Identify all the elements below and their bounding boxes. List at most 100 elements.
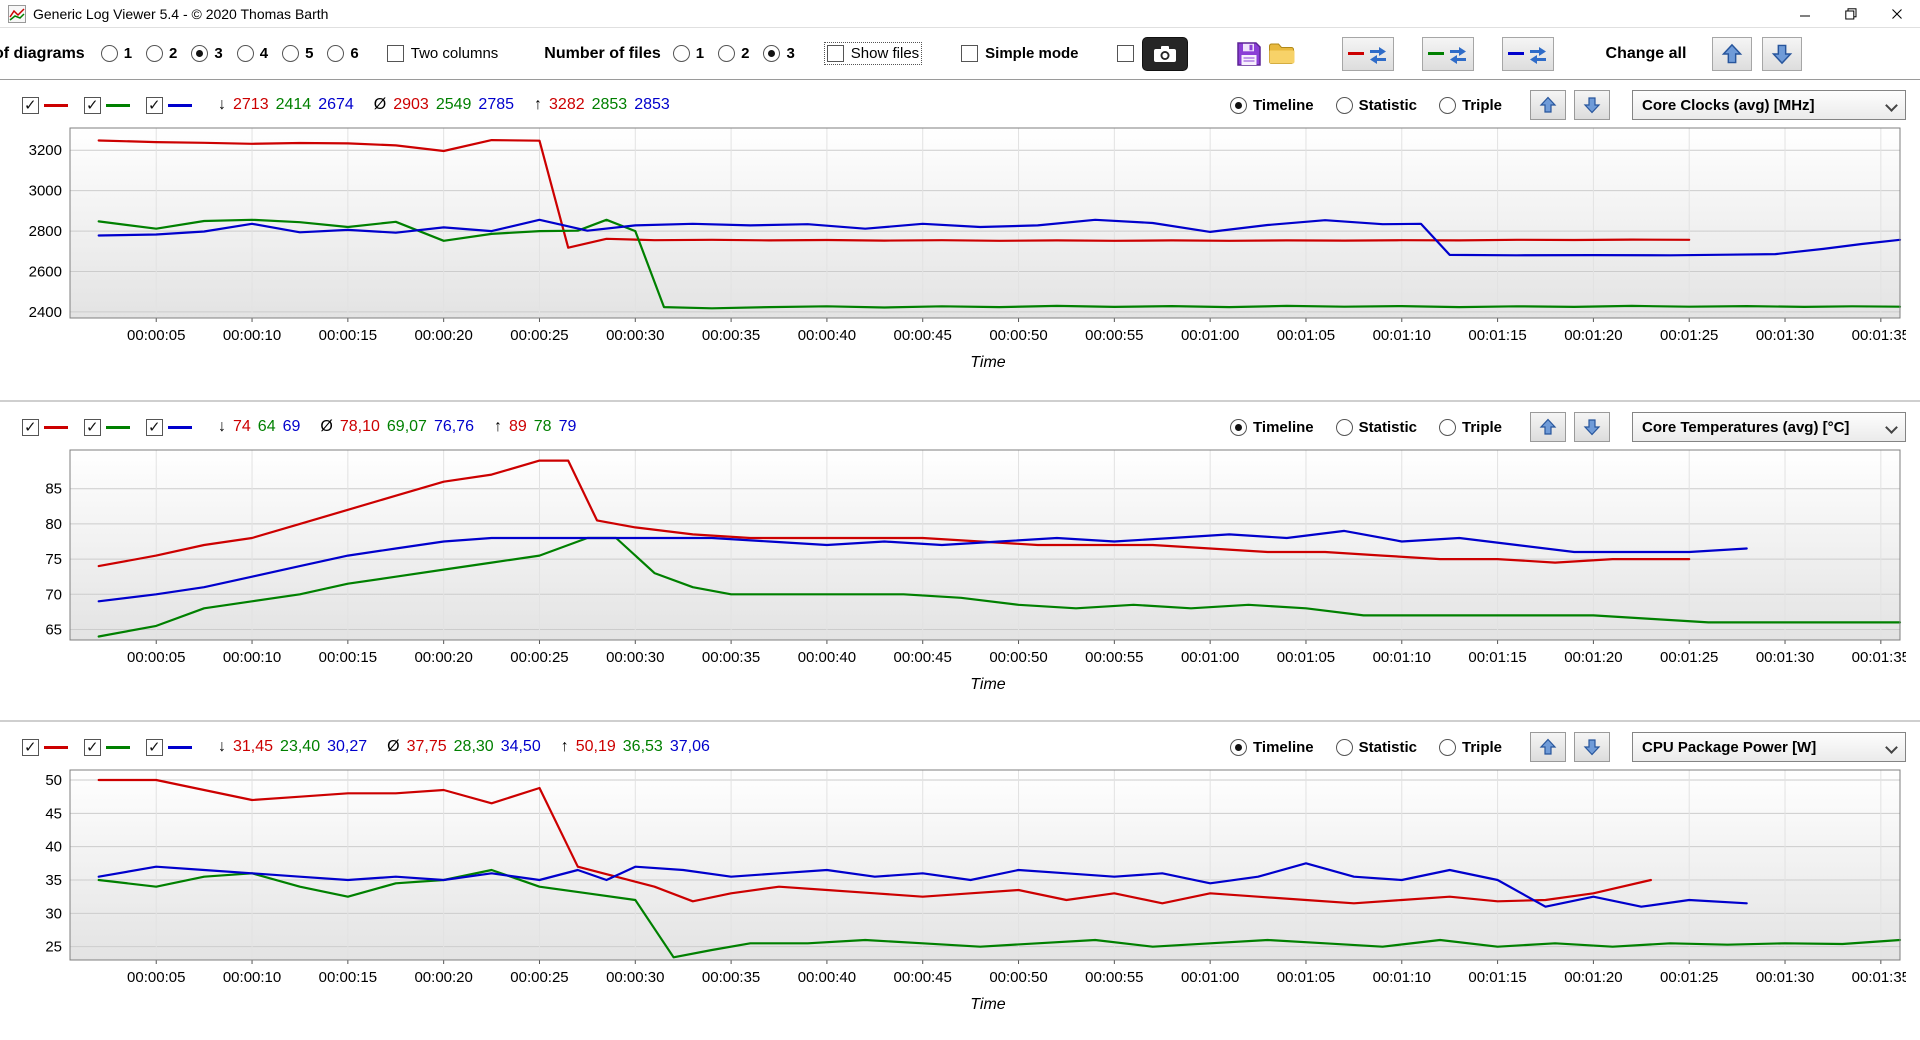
- checkbox-icon: [22, 738, 39, 756]
- arrow-up-icon: [1539, 738, 1557, 755]
- view-statistic-radio[interactable]: Statistic: [1335, 96, 1417, 114]
- checkbox-icon: [961, 45, 979, 62]
- open-folder-button[interactable]: [1268, 37, 1296, 71]
- diagrams-radio-2[interactable]: 2: [146, 45, 177, 62]
- series-toggles: [22, 418, 192, 436]
- view-timeline-radio[interactable]: Timeline: [1230, 418, 1314, 436]
- chart-plot: 25 30 35 40 45 50 00:00:05 00:00:10 00:00:15 00:0…: [45, 769, 1906, 986]
- restore-button[interactable]: [1828, 0, 1874, 27]
- svg-text:00:01:20: 00:01:20: [1564, 649, 1622, 666]
- svg-text:00:00:40: 00:00:40: [798, 327, 856, 344]
- floppy-disk-icon: [1236, 41, 1261, 66]
- stat-min-red: 2713: [233, 96, 269, 113]
- move-down-button[interactable]: [1574, 732, 1610, 762]
- min-symbol: ↓: [218, 738, 226, 755]
- diagrams-radio-5[interactable]: 5: [282, 45, 313, 62]
- camera-button[interactable]: [1141, 36, 1188, 71]
- metric-dropdown[interactable]: CPU Package Power [W]: [1632, 732, 1906, 762]
- svg-text:00:01:30: 00:01:30: [1756, 327, 1814, 344]
- stat-avg-green: 2549: [435, 96, 472, 113]
- series-red-checkbox[interactable]: [22, 418, 68, 436]
- radio-icon: [282, 45, 300, 62]
- svg-text:00:00:45: 00:00:45: [894, 327, 952, 344]
- view-triple-radio[interactable]: Triple: [1438, 738, 1502, 756]
- svg-text:2400: 2400: [29, 304, 62, 321]
- files-radio-3[interactable]: 3: [763, 45, 795, 62]
- chevron-down-icon: [1887, 423, 1896, 432]
- chart-panel: ↓ 2713 2414 2674 Ø 2903 2549 2785 ↑ 3282…: [0, 80, 1920, 400]
- stat-max-blue: 79: [558, 418, 577, 435]
- sync-icon: [1369, 46, 1386, 64]
- view-triple-radio[interactable]: Triple: [1438, 96, 1502, 114]
- stat-min-blue: 2674: [318, 96, 354, 113]
- two-columns-checkbox[interactable]: Two columns: [386, 45, 498, 62]
- view-timeline-radio[interactable]: Timeline: [1230, 96, 1314, 114]
- diagrams-radio-3[interactable]: 3: [191, 45, 223, 62]
- radio-icon: [718, 45, 736, 62]
- svg-text:00:01:30: 00:01:30: [1756, 649, 1814, 666]
- arrow-up-icon: [1722, 43, 1743, 63]
- move-down-button[interactable]: [1574, 412, 1610, 442]
- svg-text:00:00:25: 00:00:25: [510, 969, 568, 986]
- min-symbol: ↓: [218, 418, 226, 435]
- metric-dropdown[interactable]: Core Clocks (avg) [MHz]: [1632, 90, 1906, 120]
- svg-text:00:01:35: 00:01:35: [1852, 649, 1906, 666]
- move-up-button[interactable]: [1530, 412, 1566, 442]
- sync-green-button[interactable]: [1421, 36, 1474, 71]
- max-symbol: ↑: [493, 418, 502, 435]
- series-blue-checkbox[interactable]: [146, 738, 192, 756]
- max-symbol: ↑: [534, 96, 543, 113]
- view-timeline-radio[interactable]: Timeline: [1230, 738, 1314, 756]
- svg-text:00:00:30: 00:00:30: [606, 327, 664, 344]
- metric-dropdown-value: CPU Package Power [W]: [1642, 738, 1817, 756]
- panel-header: ↓ 2713 2414 2674 Ø 2903 2549 2785 ↑ 3282…: [0, 80, 1920, 124]
- files-radio-1[interactable]: 1: [672, 45, 704, 62]
- view-statistic-radio[interactable]: Statistic: [1335, 418, 1417, 436]
- series-stats: ↓ 74 64 69 Ø 78,10 69,07 76,76 ↑ 89 78 7…: [218, 418, 576, 436]
- arrow-down-icon: [1583, 97, 1601, 114]
- series-green-checkbox[interactable]: [84, 96, 130, 114]
- chart-plot: 2400 2600 2800 3000 3200 00:00:05 00:00:10 00:0…: [29, 127, 1906, 344]
- save-button[interactable]: [1236, 37, 1262, 71]
- svg-text:00:01:15: 00:01:15: [1468, 969, 1526, 986]
- view-triple-radio[interactable]: Triple: [1438, 418, 1502, 436]
- svg-text:00:00:45: 00:00:45: [894, 649, 952, 666]
- move-up-button[interactable]: [1530, 732, 1566, 762]
- diagrams-radio-1[interactable]: 1: [100, 45, 132, 62]
- screenshot-checkbox[interactable]: [1116, 45, 1134, 62]
- svg-text:45: 45: [45, 805, 62, 822]
- move-down-button[interactable]: [1574, 90, 1610, 120]
- close-button[interactable]: [1874, 0, 1920, 27]
- stat-avg-red: 78,10: [339, 418, 380, 435]
- radio-icon: [763, 45, 781, 62]
- blue-line-swatch: [168, 745, 192, 749]
- x-axis-title: Time: [970, 996, 1006, 1013]
- series-green-checkbox[interactable]: [84, 418, 130, 436]
- change-all-down-button[interactable]: [1762, 36, 1803, 71]
- files-radio-2[interactable]: 2: [718, 45, 749, 62]
- metric-dropdown[interactable]: Core Temperatures (avg) [°C]: [1632, 412, 1906, 442]
- series-green-checkbox[interactable]: [84, 738, 130, 756]
- svg-text:85: 85: [45, 481, 62, 498]
- series-blue-checkbox[interactable]: [146, 418, 192, 436]
- series-red-checkbox[interactable]: [22, 96, 68, 114]
- camera-icon: [1153, 45, 1176, 62]
- series-blue-checkbox[interactable]: [146, 96, 192, 114]
- series-red-checkbox[interactable]: [22, 738, 68, 756]
- change-all-up-button[interactable]: [1712, 36, 1753, 71]
- simple-mode-checkbox[interactable]: Simple mode: [961, 45, 1079, 62]
- window-controls: [1782, 0, 1920, 27]
- show-files-checkbox[interactable]: Show files: [823, 42, 923, 65]
- sync-blue-button[interactable]: [1501, 36, 1554, 71]
- radio-icon: [1335, 96, 1353, 114]
- minimize-button[interactable]: [1782, 0, 1828, 27]
- stat-max-blue: 2853: [634, 96, 670, 113]
- move-up-button[interactable]: [1530, 90, 1566, 120]
- diagrams-radio-6[interactable]: 6: [327, 45, 359, 62]
- title-bar: Generic Log Viewer 5.4 - © 2020 Thomas B…: [0, 0, 1920, 28]
- view-statistic-radio[interactable]: Statistic: [1335, 738, 1417, 756]
- diagrams-radio-4[interactable]: 4: [236, 45, 268, 62]
- svg-text:00:00:50: 00:00:50: [989, 969, 1047, 986]
- svg-text:00:00:30: 00:00:30: [606, 969, 664, 986]
- sync-red-button[interactable]: [1341, 36, 1394, 71]
